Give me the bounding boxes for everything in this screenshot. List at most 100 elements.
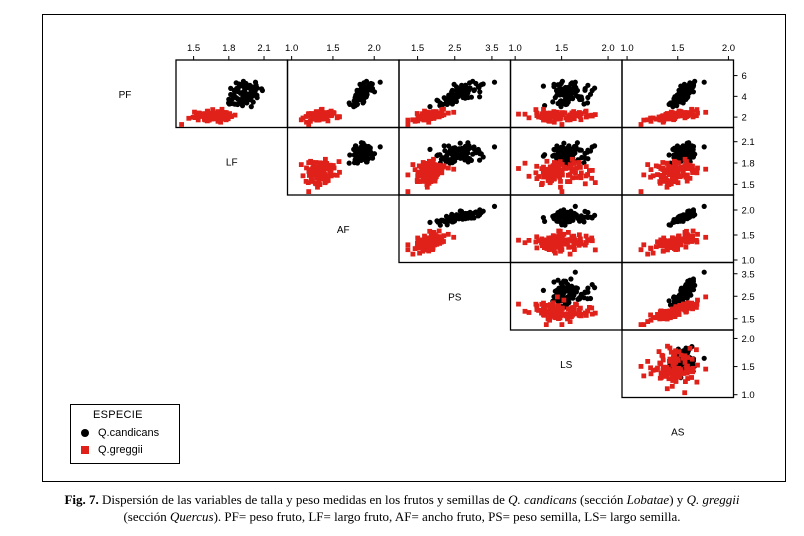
point-greggii-AF-PS <box>451 234 457 240</box>
point-candicans-PF-LS <box>555 82 561 88</box>
point-greggii-AF-PS <box>430 246 436 252</box>
point-greggii-AF-PS <box>427 246 432 251</box>
point-greggii-LF-AF <box>312 180 318 186</box>
point-greggii-LF-AS <box>670 178 675 183</box>
point-greggii-PF-AS <box>675 110 681 116</box>
point-greggii-PS-LS <box>583 313 589 318</box>
point-greggii-LF-PS <box>432 162 437 167</box>
point-greggii-LF-AS <box>648 174 653 180</box>
point-greggii-LS-AS <box>663 368 669 374</box>
point-greggii-AF-PS <box>427 228 433 234</box>
point-greggii-PF-AF <box>303 114 309 119</box>
point-greggii-LS-AS <box>650 367 656 373</box>
point-candicans-LF-PS <box>477 151 483 157</box>
point-greggii-LF-AF <box>329 165 334 171</box>
point-greggii-LF-AF <box>309 167 315 172</box>
point-greggii-LF-LS <box>552 160 557 165</box>
point-candicans-PF-AF <box>360 95 366 101</box>
point-greggii-AF-PS <box>422 233 427 239</box>
point-greggii-LF-LS <box>570 175 575 181</box>
point-candicans-PF-LS <box>578 94 584 100</box>
point-candicans-PS-AS <box>666 298 672 304</box>
point-greggii-LF-AS <box>695 165 700 171</box>
point-candicans-PF-AF <box>363 78 370 84</box>
point-candicans-AF-AS <box>683 214 690 220</box>
point-greggii-PF-LS <box>578 117 584 123</box>
point-greggii-PS-AS <box>703 294 709 300</box>
point-greggii-LF-AS <box>650 173 656 179</box>
point-greggii-PF-LS <box>559 122 565 127</box>
top-tick-label-AF: 1.0 <box>285 43 298 54</box>
point-candicans-AF-LS <box>555 210 561 216</box>
point-greggii-PS-LS <box>557 315 563 321</box>
point-greggii-LF-AS <box>668 181 674 187</box>
point-greggii-PF-AF <box>306 122 312 127</box>
point-greggii-LS-AS <box>676 365 682 371</box>
point-greggii-LF-AS <box>684 162 690 167</box>
point-greggii-LF-PS <box>415 179 420 184</box>
point-candicans-AF-PS <box>452 218 458 224</box>
point-candicans-LF-LS <box>582 155 588 161</box>
point-greggii-LS-AS <box>695 362 700 368</box>
point-greggii-PF-AS <box>703 109 709 115</box>
point-candicans-AF-LS <box>585 209 591 216</box>
point-greggii-AF-LS <box>557 228 563 234</box>
point-greggii-LS-AS <box>670 373 676 379</box>
point-candicans-PS-LS <box>572 269 578 275</box>
point-candicans-LF-LS <box>561 140 567 146</box>
top-tick-label-AS: 2.0 <box>722 43 735 54</box>
point-greggii-LS-AS <box>694 379 700 385</box>
point-greggii-PS-LS <box>561 297 567 303</box>
point-greggii-LS-AS <box>682 357 688 363</box>
point-candicans-LF-AF <box>347 152 353 158</box>
point-greggii-AF-LS <box>541 239 546 244</box>
point-greggii-AF-PS <box>426 248 432 254</box>
point-candicans-PS-LS <box>565 281 571 287</box>
point-candicans-LF-AF <box>353 143 359 149</box>
point-greggii-PF-LS <box>533 107 539 112</box>
point-candicans-AF-PS <box>437 222 443 228</box>
point-candicans-LF-PS <box>457 140 463 146</box>
point-greggii-PF-AS <box>682 112 688 118</box>
point-greggii-AF-AS <box>664 245 670 251</box>
point-greggii-LF-PS <box>426 180 432 186</box>
scatter-matrix: PF LF AF PS LS AS 1.5 1.8 2.1 1.0 1.5 2.0 1.5 2.5 3.5 1… <box>119 43 755 438</box>
point-candicans-PF-PS <box>462 95 468 101</box>
right-tick-label-LF: 2.1 <box>742 137 755 148</box>
right-tick-label-AF: 2.0 <box>742 206 755 217</box>
point-candicans-PF-LS <box>554 92 560 98</box>
point-candicans-PS-AS <box>690 278 697 284</box>
point-greggii-LS-AS <box>689 375 694 380</box>
point-greggii-LF-AS <box>660 160 666 165</box>
point-candicans-PS-AS <box>667 302 674 308</box>
point-greggii-AF-LS <box>533 239 539 245</box>
point-greggii-LS-AS <box>671 355 676 361</box>
point-candicans-PF-AF <box>371 89 378 95</box>
point-candicans-PS-LS <box>589 282 595 288</box>
point-candicans-PF-PS <box>471 87 477 93</box>
point-greggii-PS-LS <box>543 312 549 317</box>
legend-label-greggii: Q.greggii <box>98 444 143 456</box>
point-greggii-AF-LS <box>548 241 554 246</box>
point-greggii-AF-LS <box>566 230 571 235</box>
point-greggii-PS-AS <box>689 300 694 306</box>
point-greggii-LS-AS <box>666 376 672 382</box>
point-greggii-PS-AS <box>694 301 700 307</box>
point-greggii-AF-LS <box>562 241 568 247</box>
point-greggii-LS-AS <box>641 373 647 379</box>
point-greggii-AF-PS <box>417 250 422 256</box>
point-greggii-LF-AF <box>315 167 321 172</box>
point-greggii-LF-AS <box>694 168 699 173</box>
point-greggii-PS-LS <box>522 308 528 314</box>
point-candicans-AF-AS <box>678 218 684 224</box>
point-greggii-LF-AS <box>641 172 647 178</box>
top-tick-label-LF: 1.5 <box>187 43 200 54</box>
point-greggii-LF-AF <box>334 172 340 178</box>
point-greggii-AF-AS <box>682 230 688 235</box>
point-greggii-LS-AS <box>660 353 666 359</box>
point-greggii-LF-PS <box>439 170 445 175</box>
point-greggii-PF-LF <box>192 109 197 115</box>
point-greggii-LF-PS <box>420 160 426 165</box>
point-greggii-LF-LS <box>578 170 584 176</box>
point-greggii-PF-LS <box>589 113 595 119</box>
